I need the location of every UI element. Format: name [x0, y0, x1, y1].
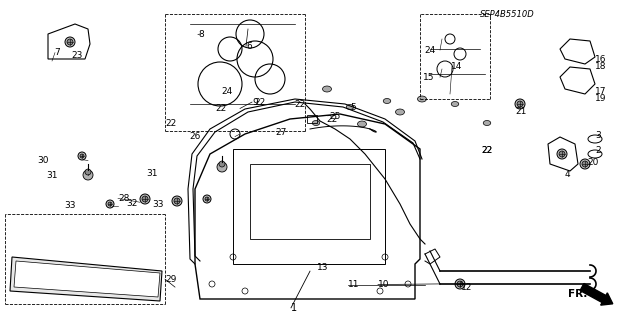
Polygon shape [14, 261, 160, 297]
Text: 8: 8 [198, 30, 204, 39]
Text: 31: 31 [146, 169, 157, 178]
Text: 18: 18 [595, 62, 607, 71]
Text: 20: 20 [588, 158, 599, 167]
Circle shape [559, 151, 565, 157]
Circle shape [580, 159, 590, 169]
Text: 22: 22 [294, 100, 306, 109]
Text: 22: 22 [165, 119, 177, 128]
Text: 19: 19 [595, 94, 607, 103]
Ellipse shape [451, 101, 459, 107]
Text: 26: 26 [189, 132, 201, 141]
Text: 27: 27 [275, 128, 287, 137]
Circle shape [203, 195, 211, 203]
Circle shape [83, 170, 93, 180]
Ellipse shape [383, 99, 391, 103]
Circle shape [174, 198, 180, 204]
Circle shape [515, 99, 525, 109]
Text: 28: 28 [118, 194, 130, 203]
Circle shape [140, 194, 150, 204]
Circle shape [78, 152, 86, 160]
Text: 7: 7 [54, 48, 60, 57]
Circle shape [455, 279, 465, 289]
Text: 33: 33 [64, 201, 76, 210]
Text: 15: 15 [423, 73, 435, 82]
Circle shape [205, 197, 209, 201]
Circle shape [172, 196, 182, 206]
Circle shape [217, 162, 227, 172]
Ellipse shape [417, 96, 426, 102]
Text: 22: 22 [481, 146, 493, 155]
Text: 11: 11 [348, 280, 360, 289]
Text: 22: 22 [215, 104, 227, 113]
Text: 29: 29 [165, 275, 177, 284]
Text: 13: 13 [317, 263, 328, 272]
Text: 4: 4 [564, 170, 570, 179]
Text: 22: 22 [481, 146, 493, 155]
Text: 21: 21 [515, 107, 527, 115]
Ellipse shape [396, 109, 404, 115]
Circle shape [80, 154, 84, 158]
Circle shape [582, 161, 588, 167]
Text: 33: 33 [152, 200, 164, 209]
Circle shape [108, 202, 112, 206]
Circle shape [65, 37, 75, 47]
Text: 22: 22 [326, 115, 338, 124]
Text: 32: 32 [127, 199, 138, 208]
Text: 24: 24 [221, 87, 233, 96]
Ellipse shape [358, 121, 367, 127]
Text: 2: 2 [595, 146, 601, 155]
Ellipse shape [346, 105, 354, 109]
Bar [307, 115, 317, 123]
Text: FR.: FR. [568, 289, 588, 299]
Circle shape [85, 169, 91, 175]
Text: 5: 5 [351, 103, 356, 112]
Text: 24: 24 [424, 46, 436, 55]
Polygon shape [10, 257, 162, 301]
Circle shape [557, 149, 567, 159]
Text: 31: 31 [47, 171, 58, 180]
Circle shape [106, 200, 114, 208]
Text: 16: 16 [595, 55, 607, 63]
Text: 25: 25 [330, 112, 341, 121]
Circle shape [67, 39, 73, 45]
Ellipse shape [312, 121, 320, 125]
Text: 3: 3 [595, 131, 601, 140]
Text: 14: 14 [451, 62, 463, 71]
Circle shape [142, 196, 148, 202]
Text: 9: 9 [253, 98, 259, 107]
Text: 22: 22 [254, 98, 266, 107]
Text: 12: 12 [461, 283, 472, 292]
Ellipse shape [323, 86, 332, 92]
Text: 10: 10 [378, 280, 389, 289]
Text: 23: 23 [72, 51, 83, 60]
Circle shape [219, 161, 225, 167]
Text: SEP4B5510D: SEP4B5510D [480, 10, 535, 19]
FancyArrow shape [580, 284, 612, 305]
Circle shape [517, 101, 523, 107]
Text: 1: 1 [291, 303, 298, 313]
Ellipse shape [483, 121, 491, 125]
Text: 30: 30 [37, 156, 49, 165]
Text: 17: 17 [595, 87, 607, 96]
Text: 6: 6 [246, 42, 252, 51]
Circle shape [457, 281, 463, 287]
